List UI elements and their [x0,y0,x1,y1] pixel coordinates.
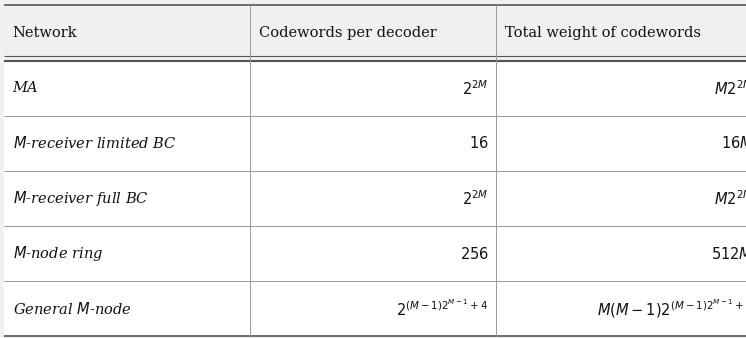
Text: $M$-node ring: $M$-node ring [13,244,103,263]
Text: $2^{2M}$: $2^{2M}$ [462,189,489,208]
Text: $M2^{2M}$: $M2^{2M}$ [715,79,746,98]
Bar [4,116,746,171]
Text: $16$: $16$ [469,136,489,151]
Text: $256$: $256$ [460,246,489,262]
Text: $16M$: $16M$ [721,136,746,151]
Text: General $M$-node: General $M$-node [13,301,131,317]
Bar [4,281,746,336]
Text: Codewords per decoder: Codewords per decoder [259,26,436,40]
Text: $M(M-1)2^{(M-1)2^{M-1}+4}$: $M(M-1)2^{(M-1)2^{M-1}+4}$ [598,297,746,320]
Bar [4,226,746,281]
Text: MA: MA [13,81,38,95]
Text: Network: Network [13,26,78,40]
Text: $2^{(M-1)2^{M-1}+4}$: $2^{(M-1)2^{M-1}+4}$ [396,298,489,319]
Text: $2^{2M}$: $2^{2M}$ [462,79,489,98]
Text: $512M$: $512M$ [712,246,746,262]
Bar [4,61,746,116]
Text: $M$-receiver full BC: $M$-receiver full BC [13,189,148,208]
Text: $M$-receiver limited BC: $M$-receiver limited BC [13,136,176,151]
Bar [4,171,746,226]
Bar [4,5,746,61]
Text: Total weight of codewords: Total weight of codewords [505,26,701,40]
Text: $M2^{2M}$: $M2^{2M}$ [715,189,746,208]
